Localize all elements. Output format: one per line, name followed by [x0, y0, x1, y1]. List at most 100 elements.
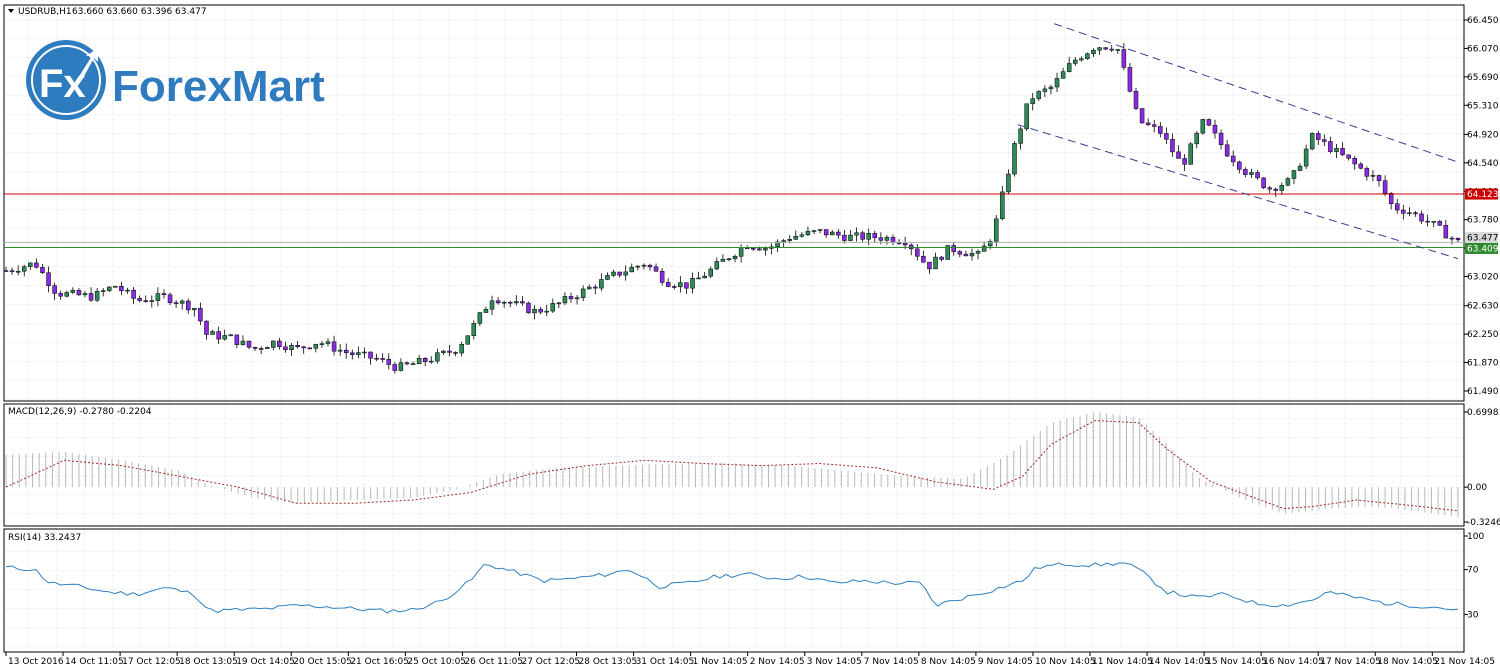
candle — [307, 347, 313, 350]
candle — [1103, 47, 1108, 51]
candle — [319, 341, 325, 348]
candle — [927, 261, 932, 274]
rsi-tick-label: 30 — [1467, 610, 1479, 620]
candle — [1249, 168, 1254, 179]
candle — [617, 271, 622, 278]
macd-panel[interactable]: MACD(12,26,9) -0.2780 -0.2204 0.6998 0.00… — [3, 403, 1500, 528]
candle — [799, 231, 805, 238]
time-tick-label: 18 Oct 13:05 — [179, 657, 238, 667]
candle — [392, 362, 398, 374]
candle — [994, 214, 999, 247]
candle — [1425, 214, 1430, 227]
candle — [1042, 85, 1048, 97]
candle — [520, 296, 525, 306]
candle — [811, 229, 817, 235]
time-tick-label: 10 Nov 14:05 — [1035, 657, 1096, 667]
candle — [3, 266, 9, 272]
candle — [58, 290, 63, 300]
candle — [240, 335, 246, 346]
candle — [1273, 187, 1278, 197]
candle — [514, 295, 519, 306]
time-tick-label: 28 Oct 13:05 — [579, 657, 638, 667]
candle — [1188, 142, 1193, 165]
candle — [1212, 119, 1218, 139]
candle — [665, 278, 671, 288]
candle — [167, 292, 173, 306]
candle — [362, 347, 367, 359]
candle — [356, 346, 361, 359]
time-tick-label: 20 Oct 15:05 — [293, 657, 352, 667]
candle — [1048, 85, 1054, 95]
candle — [532, 305, 537, 320]
candle — [204, 320, 209, 340]
candle — [1158, 122, 1163, 138]
candle — [508, 300, 513, 308]
candle — [1237, 160, 1242, 174]
candle — [88, 287, 94, 302]
dropdown-arrow-icon[interactable] — [8, 9, 14, 13]
candle — [586, 284, 592, 290]
candle — [453, 351, 458, 357]
candle — [599, 273, 604, 292]
candle — [429, 356, 434, 364]
candle — [1121, 43, 1127, 71]
candle — [1437, 220, 1443, 227]
candle — [860, 230, 865, 242]
candle — [15, 265, 21, 276]
candle — [1431, 221, 1436, 228]
candle — [690, 272, 695, 294]
candle — [435, 348, 440, 364]
price-panel[interactable]: 66.450 66.070 65.690 65.310 64.920 64.540 64.1… — [3, 4, 1499, 402]
macd-title: MACD(12,26,9) -0.2780 -0.2204 — [8, 407, 152, 417]
candle — [1388, 192, 1394, 210]
candle — [107, 286, 112, 293]
candle — [416, 354, 422, 364]
candle — [805, 226, 811, 237]
candle — [969, 248, 975, 261]
candle — [447, 345, 452, 357]
candle — [963, 250, 969, 257]
candle — [477, 311, 483, 327]
time-tick-label: 14 Oct 11:05 — [65, 657, 124, 667]
rsi-panel[interactable]: RSI(14) 33.2437 100 70 30 — [3, 528, 1484, 653]
candle — [726, 257, 732, 262]
candle — [1060, 67, 1066, 79]
candle — [246, 340, 252, 350]
candle — [350, 349, 355, 360]
candle — [647, 263, 653, 271]
candle — [538, 306, 543, 315]
candle — [1066, 56, 1072, 73]
candle — [544, 304, 549, 317]
candle — [489, 295, 495, 315]
rsi-line — [5, 562, 1459, 614]
candle — [951, 241, 956, 256]
forexmart-logo: Fx ForexMart — [26, 40, 325, 120]
macd-tick-label: 0.00 — [1467, 483, 1487, 493]
time-tick-label: 21 Oct 16:05 — [350, 657, 409, 667]
candle — [52, 282, 57, 300]
candle — [1170, 133, 1175, 157]
candle — [1455, 237, 1461, 242]
candle — [1139, 108, 1145, 124]
time-tick-label: 17 Oct 12:05 — [122, 657, 181, 667]
candle — [1413, 211, 1418, 217]
candle — [277, 337, 282, 350]
candle — [1194, 131, 1200, 149]
candle — [1316, 130, 1321, 146]
channel-upper-line[interactable] — [1054, 23, 1459, 163]
svg-text:63.477: 63.477 — [1467, 233, 1499, 243]
candle — [678, 276, 683, 293]
candle — [975, 249, 981, 260]
price-label-support: 63.409 — [1465, 242, 1499, 254]
candle — [908, 243, 914, 256]
candle — [1091, 48, 1096, 57]
price-tick-label: 66.450 — [1467, 16, 1499, 26]
candle — [580, 285, 586, 302]
logo-arrow-icon — [78, 48, 98, 80]
candle — [125, 287, 130, 294]
candle — [1358, 162, 1364, 170]
candle — [653, 263, 659, 272]
channel-lower-line[interactable] — [1017, 124, 1459, 260]
candle — [1006, 169, 1011, 194]
candle — [836, 229, 841, 239]
